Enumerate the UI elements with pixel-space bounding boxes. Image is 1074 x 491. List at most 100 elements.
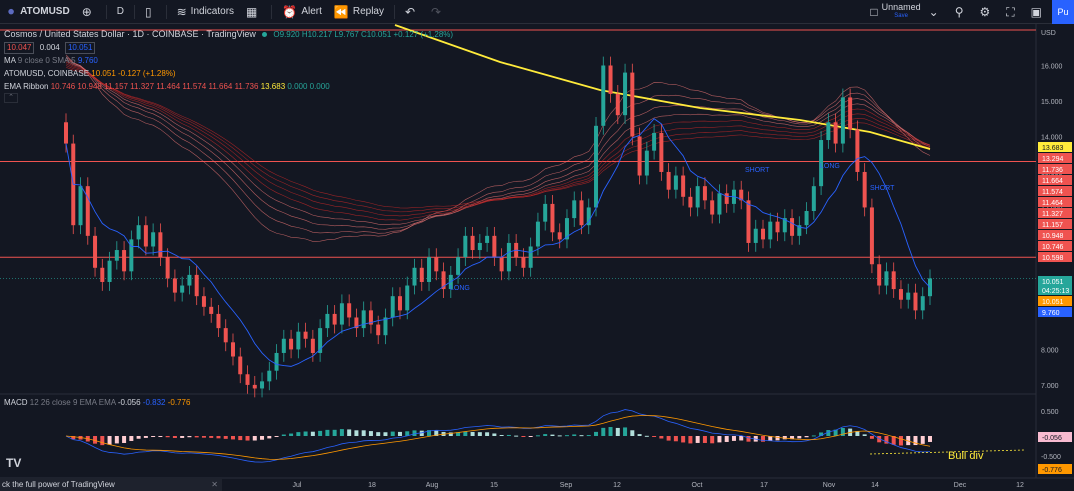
macd-histogram-bar <box>296 432 301 436</box>
candle-body <box>746 200 751 243</box>
candle-body <box>129 239 134 272</box>
bid-price[interactable]: 10.047 <box>4 42 35 54</box>
candle-body <box>579 200 584 226</box>
macd-histogram-bar <box>93 436 98 444</box>
price-tag-box <box>1038 307 1072 317</box>
macd-histogram-bar <box>260 436 265 440</box>
time-tick-label: 15 <box>490 482 498 489</box>
candle-body <box>717 193 722 215</box>
candle-body <box>223 328 228 343</box>
price-tag-label: 10.598 <box>1042 255 1064 262</box>
chart-pane[interactable]: 16.00015.00014.00013.00012.00011.00010.0… <box>0 24 1074 491</box>
alert-button[interactable]: ⏰ Alert <box>276 0 328 24</box>
candle-body <box>615 93 620 116</box>
candle-body <box>506 242 511 272</box>
macd-tag-label: -0.056 <box>1042 435 1062 442</box>
macd-histogram-bar <box>376 432 381 436</box>
macd-histogram-bar <box>564 435 569 437</box>
redo-button[interactable]: ↷ <box>425 0 451 24</box>
price-tag-box <box>1038 153 1072 163</box>
right-toolbar: □ Unnamed Save ⌄ ⚲ ⚙ ⛶ ▣ Pu <box>864 0 1074 24</box>
macd-histogram-bar <box>884 436 889 444</box>
time-tick-label: 18 <box>368 482 376 489</box>
price-tag-box <box>1038 276 1072 286</box>
undo-button[interactable]: ↶ <box>399 0 425 24</box>
macd-histogram-bar <box>383 432 388 436</box>
price-tick-label: 8.000 <box>1041 347 1059 354</box>
price-chart[interactable]: 16.00015.00014.00013.00012.00011.00010.0… <box>0 24 1074 491</box>
chart-type-button[interactable]: ▯ <box>139 0 162 24</box>
macd-histogram-bar <box>586 435 591 437</box>
replay-button[interactable]: ⏪ Replay <box>328 0 390 24</box>
macd-histogram-bar <box>245 436 250 441</box>
candle-body <box>710 200 715 215</box>
macd-histogram-bar <box>397 431 402 436</box>
price-tag-label: 11.736 <box>1042 167 1063 174</box>
macd-histogram-bar <box>477 432 482 436</box>
macd-histogram-bar <box>833 429 838 436</box>
macd-histogram-bar <box>652 436 657 437</box>
candle-body <box>332 313 337 325</box>
quick-search-button[interactable]: ⚲ <box>949 0 974 24</box>
signal-label: SHORT <box>870 185 895 192</box>
ma-value: 9.760 <box>77 56 98 65</box>
macd-histogram-bar <box>724 436 729 442</box>
macd-histogram-bar <box>739 436 744 441</box>
macd-histogram-bar <box>891 436 896 445</box>
upgrade-banner[interactable]: ck the full power of TradingView ✕ <box>0 478 222 491</box>
macd-histogram-bar <box>412 430 417 436</box>
indicators-icon: ≋ <box>176 4 187 19</box>
macd-histogram-bar <box>608 427 613 436</box>
candle-body <box>143 225 148 247</box>
macd-histogram-bar <box>666 436 671 441</box>
macd-histogram-bar <box>223 436 228 439</box>
chart-legend: Cosmos / United States Dollar · 1D · COI… <box>4 28 453 103</box>
candle-body <box>848 97 853 130</box>
macd-histogram-bar <box>673 436 678 442</box>
symbol-search[interactable]: ⚫ ATOMUSD <box>0 0 76 24</box>
interval-button[interactable]: D <box>111 0 130 24</box>
price-tag-label: 10.051 <box>1042 279 1064 286</box>
tradingview-logo[interactable]: TV <box>6 456 22 470</box>
macd-histogram-bar <box>594 431 599 436</box>
toolbar-divider <box>393 4 395 19</box>
candle-body <box>122 250 127 272</box>
candle-body <box>267 370 272 382</box>
ask-price[interactable]: 10.051 <box>64 42 96 54</box>
candle-body <box>601 65 606 126</box>
candle-body <box>209 306 214 314</box>
macd-histogram-bar <box>898 436 903 446</box>
settings-button[interactable]: ⚙ <box>973 0 1000 24</box>
candle-body <box>811 186 816 211</box>
templates-button[interactable]: ▦ <box>240 0 267 24</box>
chevron-down-icon: ⌄ <box>928 5 939 19</box>
fullscreen-button[interactable]: ⛶ <box>1000 0 1024 24</box>
layout-button[interactable]: □ Unnamed Save ⌄ <box>864 0 948 24</box>
candle-body <box>412 267 417 286</box>
price-tick-label: 14.000 <box>1041 134 1063 141</box>
macd-histogram-bar <box>354 430 359 436</box>
macd-histogram-bar <box>143 436 148 438</box>
legend-collapse-button[interactable]: ⌃ <box>4 93 18 103</box>
macd-histogram-bar <box>601 427 606 436</box>
macd-histogram-bar <box>252 436 257 441</box>
candle-body <box>564 218 569 240</box>
macd-histogram-bar <box>710 436 715 444</box>
time-tick-label: 12 <box>613 482 621 489</box>
candle-body <box>790 218 795 236</box>
candle-body <box>390 296 395 318</box>
candle-body <box>884 271 889 286</box>
close-icon[interactable]: ✕ <box>211 480 218 489</box>
publish-button[interactable]: Pu <box>1052 0 1074 24</box>
candle-body <box>898 289 903 300</box>
compare-button[interactable]: ⊕ <box>76 0 102 24</box>
atom-logo-icon: ⚫ <box>6 4 17 19</box>
candle-body <box>296 331 301 350</box>
long-ema-line <box>394 24 931 150</box>
snapshot-button[interactable]: ▣ <box>1025 0 1052 24</box>
candle-body <box>477 242 482 251</box>
candle-body <box>325 313 330 329</box>
layout-title: Unnamed <box>881 2 921 12</box>
indicators-button[interactable]: ≋ Indicators <box>171 0 240 24</box>
macd-histogram-bar <box>303 431 308 436</box>
